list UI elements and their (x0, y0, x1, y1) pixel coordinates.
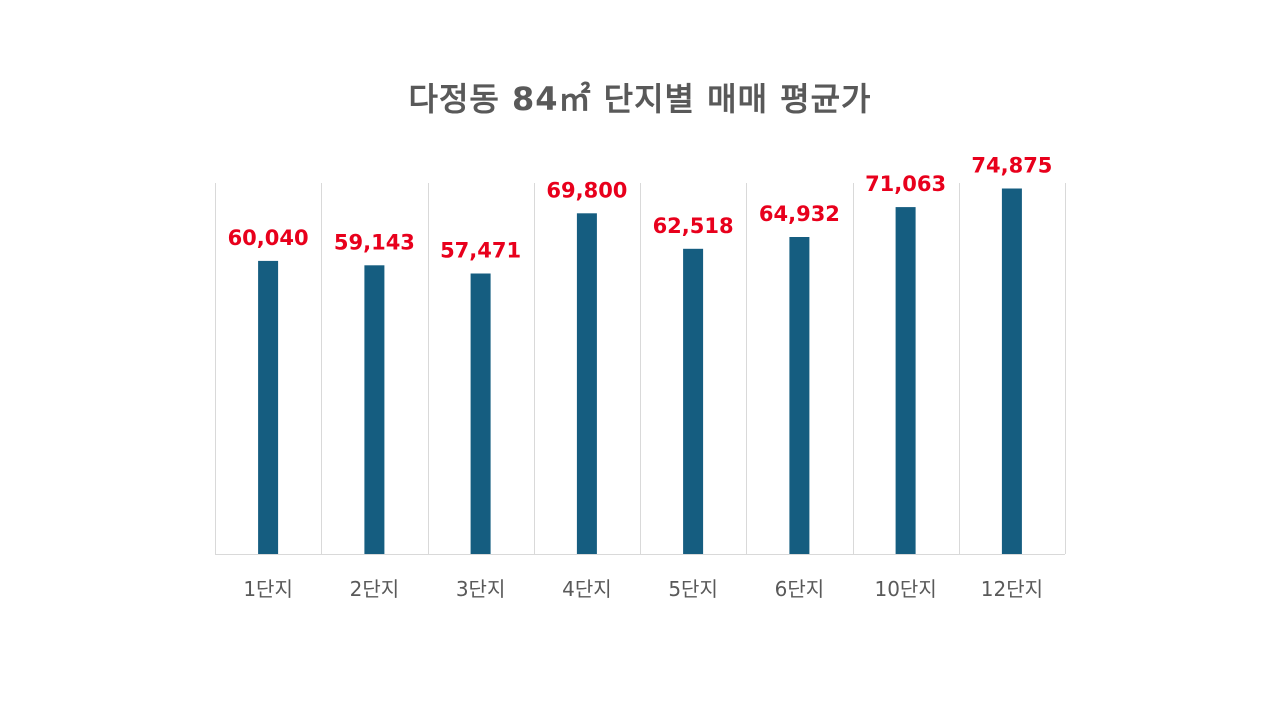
chart-title: 다정동 84㎡ 단지별 매매 평균가 (408, 80, 872, 118)
x-tick-label: 12단지 (981, 577, 1043, 601)
category-axis-labels: 1단지 2단지 3단지 4단지 5단지 6단지 10단지 12단지 (243, 577, 1043, 601)
data-label: 69,800 (546, 178, 627, 202)
bar (470, 273, 491, 554)
bar (576, 213, 597, 555)
x-tick-label: 4단지 (562, 577, 612, 601)
data-labels: 60,040 59,143 57,471 69,800 62,518 64,932 71,0… (228, 154, 1053, 263)
bar (895, 207, 916, 554)
x-tick-label: 6단지 (775, 577, 825, 601)
data-label: 62,518 (653, 214, 734, 238)
grid-lines (215, 183, 1066, 555)
data-label: 57,471 (440, 239, 521, 263)
data-label: 59,143 (334, 230, 415, 254)
data-label: 74,875 (971, 154, 1052, 178)
x-tick-label: 1단지 (243, 577, 293, 601)
data-label: 60,040 (228, 226, 309, 250)
bars (258, 188, 1022, 555)
bar (258, 260, 279, 554)
bar (789, 237, 810, 554)
data-label: 64,932 (759, 202, 840, 226)
bar (1001, 188, 1022, 554)
x-tick-label: 5단지 (668, 577, 718, 601)
x-tick-label: 10단지 (874, 577, 936, 601)
x-tick-label: 3단지 (456, 577, 506, 601)
data-label: 71,063 (865, 172, 946, 196)
x-tick-label: 2단지 (350, 577, 400, 601)
bar (683, 248, 704, 555)
bar (364, 265, 385, 554)
